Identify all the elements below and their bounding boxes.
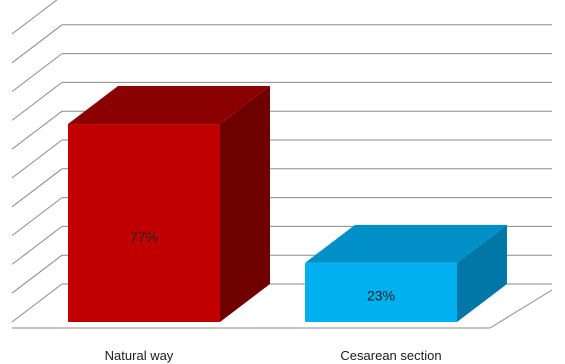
floor-edge-right: [489, 289, 553, 329]
gridline-side: [11, 197, 63, 236]
gridline-side: [11, 226, 63, 265]
bar-side: [457, 224, 507, 322]
bar-front: [305, 262, 457, 322]
data-label: 77%: [130, 229, 158, 245]
gridline-side: [11, 24, 63, 64]
data-label: 23%: [367, 287, 395, 303]
bar-side: [220, 86, 270, 323]
gridline-side: [11, 283, 63, 323]
gridline-side: [11, 0, 58, 35]
gridline-side: [11, 110, 63, 150]
chart-labels: 77% Natural way 23% Cesarean section: [105, 229, 442, 363]
bar-front: [68, 124, 220, 323]
bar-top: [305, 224, 507, 263]
bar-1: [68, 86, 270, 323]
chart-bars: [68, 86, 507, 323]
gridline-side: [11, 168, 63, 208]
bar-2: [305, 224, 507, 322]
category-label: Natural way: [105, 348, 174, 363]
bar-top: [68, 86, 270, 125]
gridline-side: [11, 254, 63, 294]
category-label: Cesarean section: [340, 348, 441, 363]
gridline-side: [11, 82, 63, 121]
gridline-side: [11, 139, 63, 179]
gridline-side: [11, 53, 63, 92]
